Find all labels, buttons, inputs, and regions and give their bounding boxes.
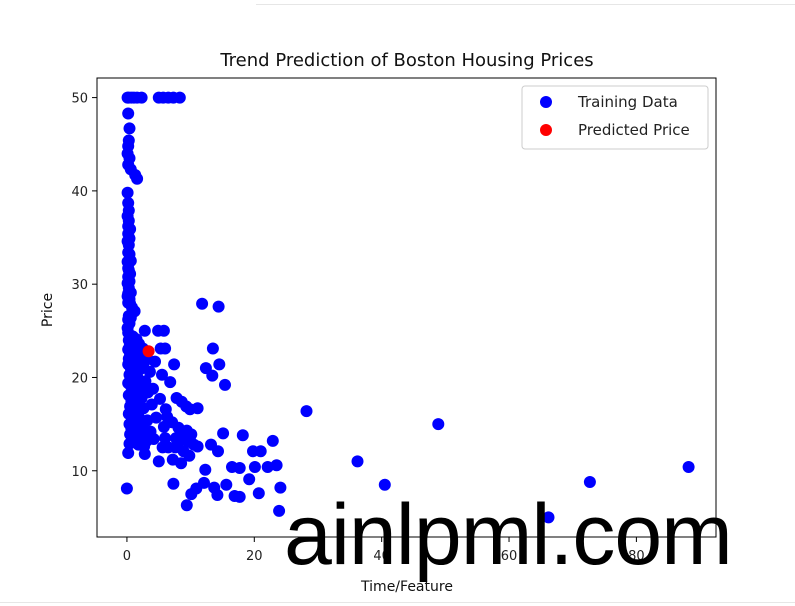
bottom-divider: [0, 602, 795, 603]
training-data-point: [682, 461, 695, 473]
training-data-point: [206, 369, 219, 382]
training-data-point: [261, 461, 274, 473]
training-data-point: [120, 482, 133, 495]
legend-marker-training: [540, 96, 552, 108]
training-data-point: [233, 462, 246, 474]
training-data-point: [149, 355, 161, 368]
x-tick-label: 60: [501, 549, 518, 564]
training-data-point: [191, 440, 204, 453]
y-tick-label: 30: [71, 278, 88, 293]
training-data-point: [196, 297, 209, 310]
training-data-point: [121, 186, 134, 199]
training-data-point: [378, 478, 391, 491]
y-tick-label: 50: [71, 92, 88, 107]
legend-label-predicted: Predicted Price: [578, 121, 690, 139]
training-data-point: [138, 448, 151, 460]
training-data-point: [206, 342, 219, 355]
ticks-layer: 0 20 40 60 80 10 20 30 40 50: [71, 92, 644, 564]
chart-title: Trend Prediction of Boston Housing Price…: [219, 50, 593, 71]
training-data-point: [123, 437, 136, 450]
x-tick-label: 80: [628, 549, 645, 564]
training-data-point: [233, 490, 246, 503]
training-data-point: [217, 427, 230, 440]
training-data-point: [156, 368, 168, 381]
training-data-point: [236, 429, 249, 442]
training-data-point: [185, 488, 198, 501]
training-data-point: [122, 107, 135, 120]
training-data-point: [162, 441, 175, 454]
legend: Training Data Predicted Price: [521, 85, 709, 150]
x-tick-label: 0: [123, 549, 131, 564]
training-data-point: [351, 455, 364, 468]
training-data-point: [542, 511, 555, 524]
training-data-point: [191, 402, 204, 415]
training-data-point: [248, 461, 261, 473]
training-data-point: [270, 459, 283, 472]
training-data-point: [243, 473, 256, 486]
training-data-point: [135, 91, 148, 104]
watermark: ainlpml.com: [284, 487, 733, 583]
training-data-point: [157, 324, 170, 337]
y-tick-label: 20: [71, 371, 88, 386]
training-data-point: [152, 455, 165, 468]
training-data-point: [138, 324, 151, 337]
training-data-point: [212, 300, 225, 313]
training-data-point: [168, 358, 181, 371]
training-data-point: [266, 434, 279, 447]
training-data-point: [273, 504, 286, 517]
top-divider: [256, 4, 795, 5]
training-data-point: [131, 172, 144, 185]
training-data-point: [432, 418, 445, 431]
legend-box: [521, 85, 709, 150]
training-data-point: [159, 432, 172, 445]
training-data-point: [583, 476, 596, 488]
legend-label-training: Training Data: [577, 93, 678, 111]
training-data-point: [254, 445, 267, 458]
x-axis-title: Time/Feature: [360, 579, 453, 595]
training-data-point: [211, 489, 224, 501]
training-data-point: [252, 487, 265, 500]
x-tick-label: 40: [373, 549, 390, 564]
y-tick-label: 10: [71, 465, 88, 480]
training-data-point: [173, 91, 186, 104]
training-data-point: [159, 342, 172, 355]
training-data-point: [300, 405, 313, 418]
training-data-point: [220, 478, 233, 491]
training-data-point: [219, 378, 231, 391]
training-data-point: [183, 449, 196, 462]
predicted-price-point: [142, 345, 155, 358]
training-data-point: [122, 447, 135, 459]
training-data-point: [123, 122, 136, 135]
plot-frame: [96, 77, 717, 538]
x-tick-label: 20: [246, 549, 263, 564]
training-data-point: [212, 445, 224, 458]
points-layer: [120, 91, 695, 524]
training-data-point: [180, 499, 193, 512]
training-data-point: [167, 477, 180, 490]
training-data-point: [213, 358, 226, 371]
training-data-point: [175, 457, 188, 470]
y-tick-label: 40: [71, 185, 88, 200]
training-data-point: [199, 463, 212, 476]
training-data-point: [143, 365, 156, 378]
training-data-point: [174, 429, 187, 442]
training-data-point: [164, 376, 177, 389]
legend-marker-predicted: [540, 124, 552, 136]
training-data-point: [274, 481, 287, 494]
y-axis-title: Price: [40, 293, 56, 327]
